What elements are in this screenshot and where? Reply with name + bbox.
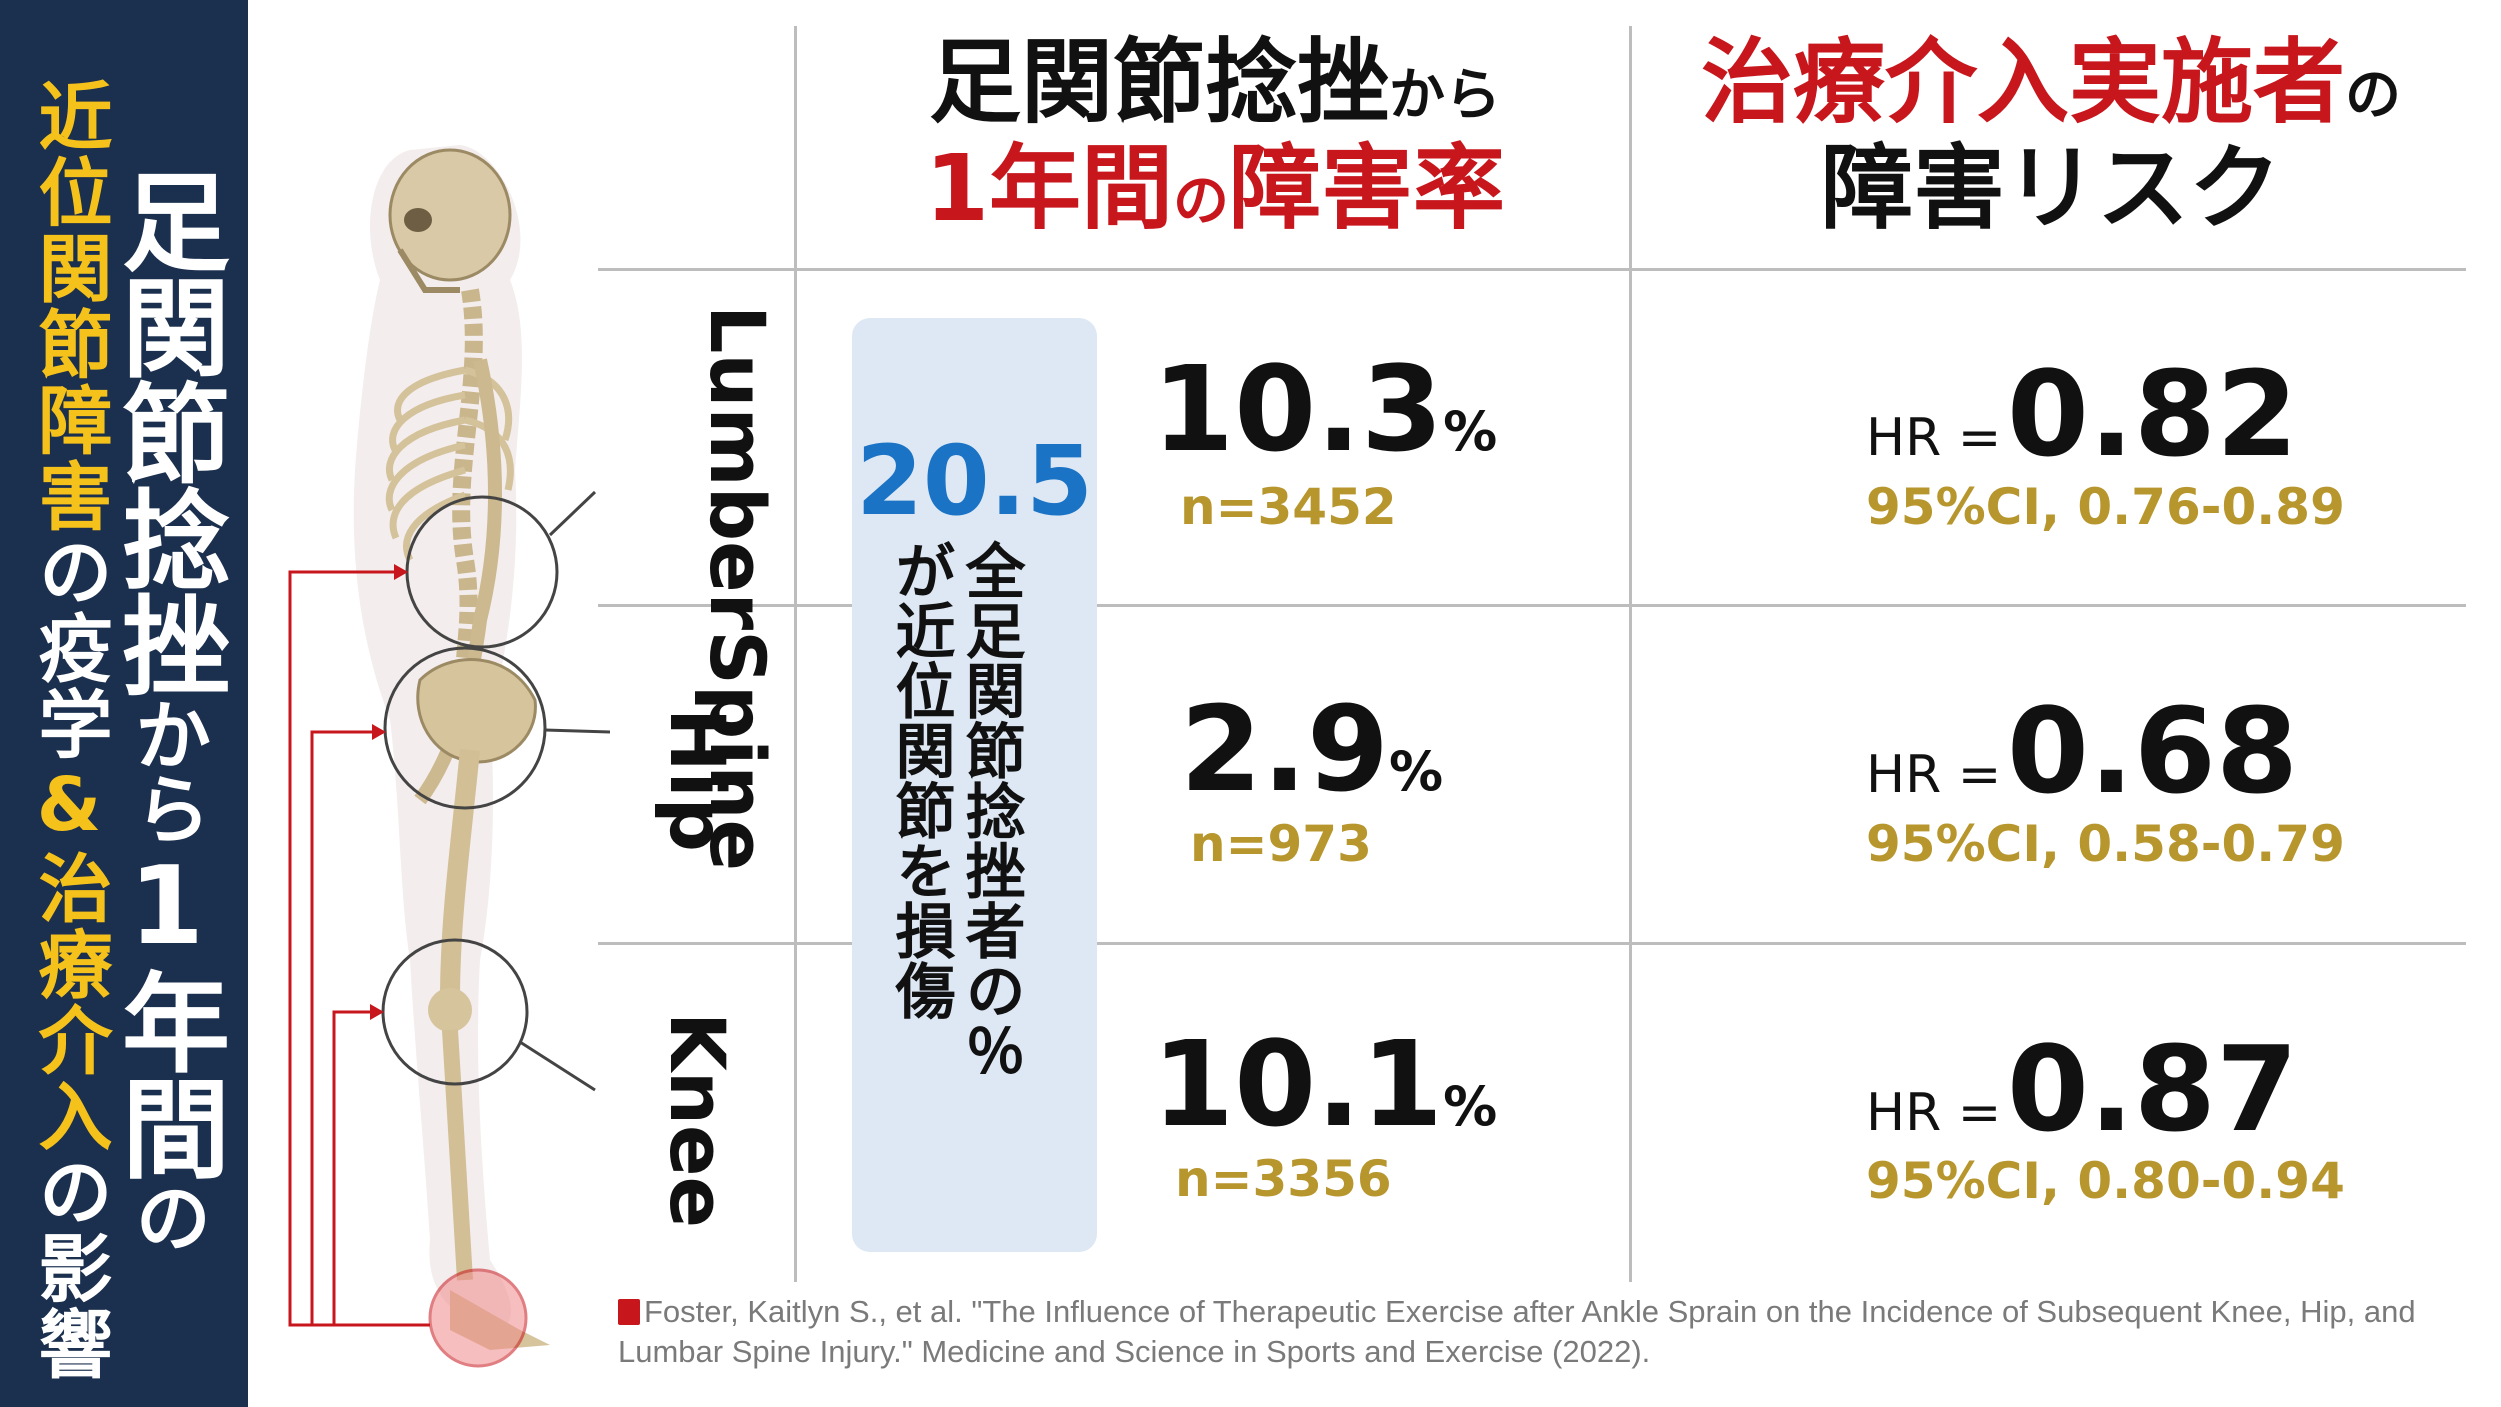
row2-hr-value: 0.68 — [2006, 682, 2299, 820]
row-label-lumber: Lumber — [693, 305, 782, 631]
row-label-hip: Hip — [653, 700, 742, 860]
row1-hr-value: 0.82 — [2006, 345, 2299, 483]
header-incidence-title: 足関節捻挫 — [928, 29, 1389, 136]
row3-hr-value: 0.87 — [2006, 1020, 2299, 1158]
header-risk-no: の — [2345, 63, 2401, 128]
row-label-hip-text: Hip — [653, 707, 742, 853]
summary-value: 20.5 — [856, 425, 1093, 537]
banner-title: 足関節捻挫から1年間の — [104, 166, 229, 1253]
title-banner: 近位関節障害の疫学&治療介入の影響 足関節捻挫から1年間の — [0, 0, 248, 1407]
summary-box — [852, 318, 1097, 1252]
row1-n: n=3452 — [1180, 478, 1397, 536]
header-incidence-rate: 障害率 — [1229, 134, 1506, 242]
row3-incidence: 10.1% — [1152, 1025, 1497, 1143]
subtitle-part-effect: の影響 — [26, 1154, 112, 1382]
header-risk-title: 障害リスク — [1820, 134, 2281, 242]
row1-pct-unit: % — [1443, 400, 1498, 463]
header-incidence-from: から — [1389, 63, 1501, 128]
header-incidence: 足関節捻挫から 1年間の障害率 — [800, 30, 1630, 242]
subtitle-part-proximal: 近位関節障害 — [26, 78, 112, 534]
table-header-rule — [598, 268, 2466, 271]
citation: Foster, Kaitlyn S., et al. "The Influenc… — [618, 1292, 2468, 1372]
subtitle-part-epidemiology: の疫学 — [26, 534, 112, 762]
row-label-knee: Knee — [653, 1010, 742, 1230]
summary-text-body: ％が近位関節を損傷 — [885, 540, 1025, 1080]
row3-hr-label: HR = — [1866, 1083, 2002, 1143]
row3-n: n=3356 — [1175, 1150, 1392, 1208]
row1-incidence: 10.3% — [1152, 350, 1497, 468]
title-part-ankle-sprain: 足関節捻挫 — [104, 166, 229, 696]
table-divider-right — [1629, 26, 1632, 1282]
row2-hr: HR = 0.68 — [1866, 692, 2298, 810]
row3-pct-value: 10.1 — [1152, 1015, 1444, 1153]
row2-n: n=973 — [1190, 815, 1372, 873]
header-risk-treated: 治療介入実施者 — [1700, 29, 2345, 136]
row3-hr: HR = 0.87 — [1866, 1030, 2298, 1148]
title-part-no: の — [122, 1179, 211, 1253]
skeleton-illustration — [288, 145, 610, 1368]
row2-incidence: 2.9% — [1180, 690, 1443, 808]
table-row-rule-2 — [598, 942, 2466, 945]
row-label-lumbar-spine: LumberSpine — [615, 305, 782, 871]
header-risk: 治療介入実施者の 障害リスク — [1636, 30, 2466, 242]
row-label-spine: Spine — [693, 630, 782, 871]
row3-pct-unit: % — [1443, 1075, 1498, 1138]
row1-hr: HR = 0.82 — [1866, 355, 2298, 473]
row1-hr-label: HR = — [1866, 408, 2002, 468]
row2-pct-value: 2.9 — [1180, 680, 1390, 818]
citation-text: Foster, Kaitlyn S., et al. "The Influenc… — [618, 1294, 2416, 1369]
title-part-one-year: 1年間 — [104, 844, 229, 1179]
header-incidence-no: の — [1173, 168, 1229, 234]
row2-pct-unit: % — [1389, 740, 1444, 803]
title-part-from: から — [122, 696, 211, 844]
table-row-rule-1 — [598, 604, 2466, 607]
row-label-knee-text: Knee — [653, 1011, 742, 1229]
row1-pct-value: 10.3 — [1152, 340, 1444, 478]
row2-hr-label: HR = — [1866, 745, 2002, 805]
subtitle-part-treatment: 治療介入 — [26, 850, 112, 1154]
row1-ci: 95%CI, 0.76-0.89 — [1866, 478, 2345, 536]
row2-ci: 95%CI, 0.58-0.79 — [1866, 815, 2345, 873]
header-incidence-year: 1年間 — [924, 134, 1173, 242]
summary-text: 全足関節捻挫者の％が近位関節を損傷 — [885, 540, 1025, 1120]
table-divider-left — [794, 26, 797, 1282]
row3-ci: 95%CI, 0.80-0.94 — [1866, 1152, 2345, 1210]
subtitle-ampersand: & — [26, 762, 112, 850]
book-icon — [618, 1299, 640, 1325]
summary-text-lead: 全足関節捻挫者の — [955, 540, 1025, 1020]
banner-subtitle: 近位関節障害の疫学&治療介入の影響 — [26, 78, 112, 1382]
